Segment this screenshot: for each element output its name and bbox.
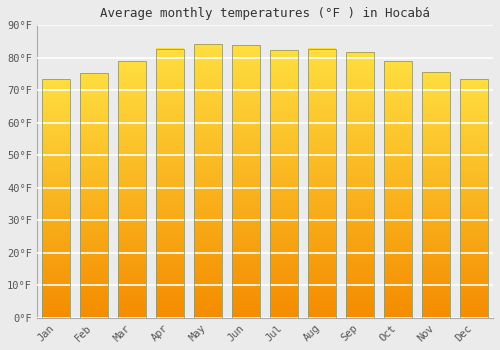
Bar xyxy=(346,52,374,318)
Bar xyxy=(42,79,70,318)
Bar xyxy=(232,46,260,318)
Bar xyxy=(422,72,450,318)
Bar xyxy=(80,74,108,318)
Bar xyxy=(384,61,411,318)
Title: Average monthly temperatures (°F ) in Hocabá: Average monthly temperatures (°F ) in Ho… xyxy=(100,7,430,20)
Bar xyxy=(460,79,487,318)
Bar xyxy=(308,49,336,318)
Bar xyxy=(156,49,184,318)
Bar xyxy=(118,61,146,318)
Bar xyxy=(270,50,297,318)
Bar xyxy=(194,44,222,318)
